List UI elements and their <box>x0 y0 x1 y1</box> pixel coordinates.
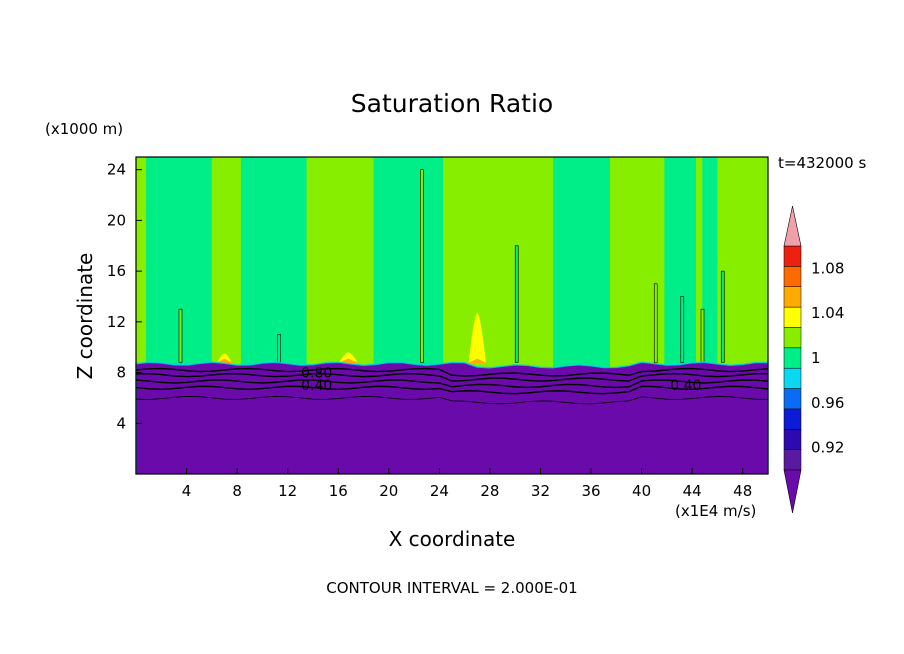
streak <box>700 308 705 363</box>
x-tick-label: 44 <box>683 482 702 500</box>
cloud-streaks <box>178 169 725 363</box>
band <box>695 157 703 474</box>
x-tick-label: 36 <box>581 482 600 500</box>
colorbar-tick-label: 1 <box>811 349 821 367</box>
y-axis: 4 8 12 16 20 24 <box>107 161 142 432</box>
contour-label: 0.40 <box>670 378 701 394</box>
colorbar-tick-label: 1.08 <box>811 259 844 277</box>
contour-lines <box>135 367 769 405</box>
x-tick-label: 40 <box>632 482 651 500</box>
x-tick-label: 32 <box>531 482 550 500</box>
peak-core <box>468 312 487 364</box>
plot-frame <box>135 156 769 475</box>
x-tick-label: 20 <box>379 482 398 500</box>
colorbar-segment <box>783 449 802 471</box>
contour-label: 0.40 <box>301 378 332 394</box>
streak <box>277 334 281 363</box>
contour-line <box>135 385 769 395</box>
x-tick-label: 28 <box>480 482 499 500</box>
y-tick-label: 16 <box>107 262 126 280</box>
supersaturation-peaks <box>214 312 489 364</box>
y-axis-label: Z coordinate <box>73 253 97 380</box>
colorbar-tick-label: 0.96 <box>811 394 844 412</box>
streak <box>680 296 685 363</box>
streak <box>653 283 658 363</box>
y-tick-label: 20 <box>107 211 126 229</box>
plot-area: 0.800.40 0.40 <box>135 156 769 475</box>
x-tick-label: 12 <box>278 482 297 500</box>
y-unit-label: (x1000 m) <box>45 120 123 138</box>
cloud-base-layer <box>136 362 768 474</box>
contour-line <box>135 367 769 377</box>
colorbar-segment <box>783 286 802 308</box>
streak <box>514 245 519 363</box>
chart-title: Saturation Ratio <box>351 89 553 118</box>
colorbar-under-arrow <box>783 469 802 514</box>
colorbar: 1.08 1.04 1 0.96 0.92 <box>783 205 844 514</box>
colorbar-segment <box>783 306 802 328</box>
y-tick-label: 8 <box>116 364 126 382</box>
colorbar-segment <box>783 266 802 287</box>
contour-labels: 0.800.40 0.40 <box>301 366 701 395</box>
y-tick-label: 24 <box>107 161 126 179</box>
colorbar-segment <box>783 367 802 389</box>
colorbar-segment <box>783 347 802 369</box>
y-tick-label: 12 <box>107 313 126 331</box>
x-unit-label: (x1E4 m/s) <box>675 502 756 520</box>
y-tick-label: 4 <box>116 414 126 432</box>
contour-label: 0.80 <box>301 366 332 382</box>
streak <box>420 169 424 363</box>
colorbar-tick-label: 1.04 <box>811 304 844 322</box>
contour-interval-footer: CONTOUR INTERVAL = 2.000E-01 <box>326 579 577 597</box>
colorbar-segment <box>783 408 802 430</box>
x-tick-label: 16 <box>329 482 348 500</box>
colorbar-segment <box>783 429 802 450</box>
x-axis: 4 8 12 16 20 24 28 32 36 40 44 48 <box>182 468 752 500</box>
colorbar-segment <box>783 327 802 349</box>
contour-line <box>135 379 769 389</box>
colorbar-segment <box>783 245 802 267</box>
x-tick-label: 4 <box>182 482 192 500</box>
streak <box>178 308 183 363</box>
time-label: t=432000 s <box>778 154 866 172</box>
colorbar-over-arrow <box>783 205 802 247</box>
contour-line <box>135 372 769 382</box>
band <box>136 157 147 474</box>
x-axis-label: X coordinate <box>389 527 516 551</box>
peak-base <box>466 358 489 364</box>
x-tick-label: 48 <box>733 482 752 500</box>
colorbar-tick-label: 0.92 <box>811 439 844 457</box>
streak <box>720 270 725 363</box>
x-tick-label: 24 <box>430 482 449 500</box>
x-tick-label: 8 <box>232 482 242 500</box>
colorbar-segment <box>783 388 802 410</box>
contour-line <box>135 396 769 405</box>
